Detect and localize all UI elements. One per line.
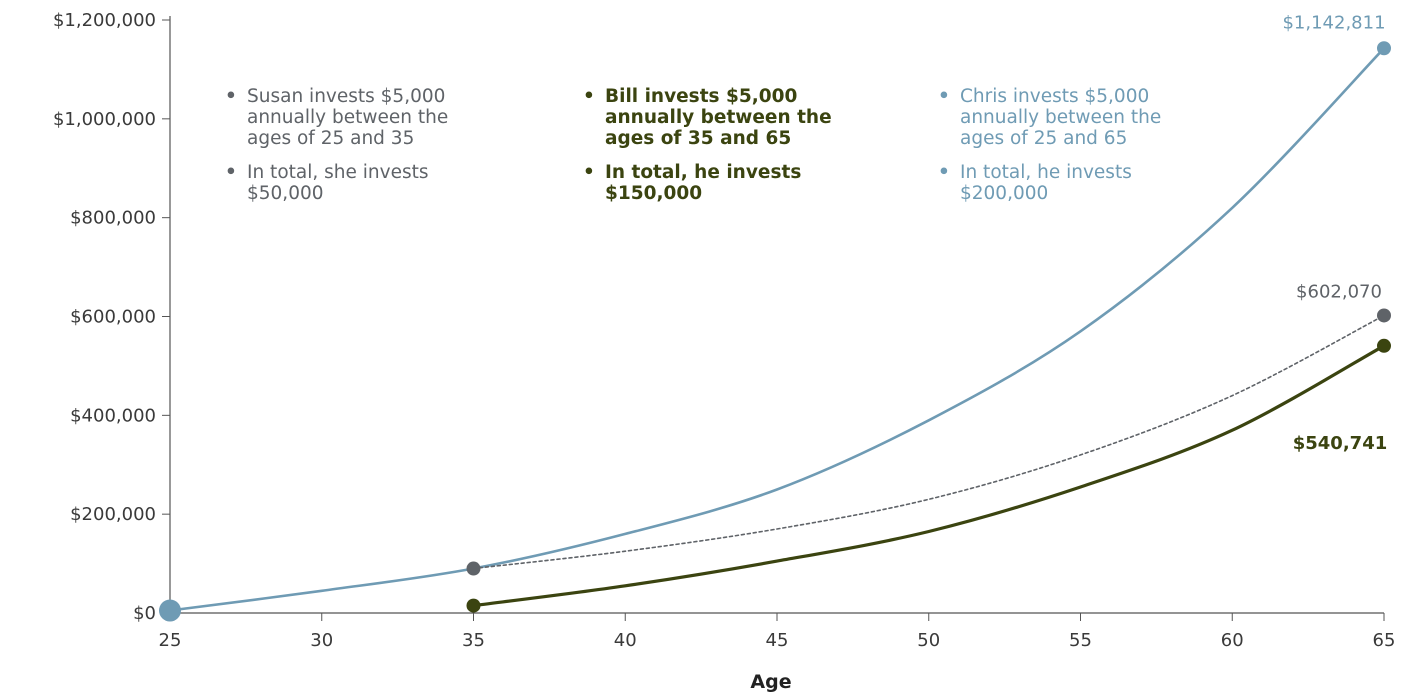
series-lines: $1,142,811 $602,070 $540,741: [159, 12, 1391, 622]
chris-end-point: [1377, 41, 1391, 56]
x-tick-label: 25: [159, 630, 182, 651]
susan-annotation-text: $50,000: [247, 183, 324, 204]
bill-annotation-text: ages of 35 and 65: [605, 128, 791, 149]
chris-annotation-text: annually between the: [960, 107, 1161, 128]
x-tick-label: 65: [1373, 630, 1396, 651]
susan-annotation-text: In total, she invests: [247, 162, 428, 183]
susan-annotation-bullet: •: [225, 162, 237, 183]
chris-annotation-bullet: •: [938, 86, 950, 107]
chris-annotation-bullet: •: [938, 162, 950, 183]
chris-annotation-text: Chris invests $5,000: [960, 86, 1149, 107]
susan-series-line: [472, 314, 1385, 570]
bill-end-point: [1377, 338, 1391, 353]
susan-end-point: [1377, 308, 1391, 323]
bill-annotation-text: Bill invests $5,000: [605, 86, 797, 107]
x-tick-label: 45: [766, 630, 789, 651]
bill-annotation-text: annually between the: [605, 107, 832, 128]
y-tick-label: $400,000: [70, 405, 156, 426]
bill-annotation-text: In total, he invests: [605, 162, 801, 183]
bill-end-label: $540,741: [1293, 433, 1388, 454]
x-tick-label: 30: [310, 630, 333, 651]
chris-start-point: [159, 599, 181, 622]
x-tick-label: 55: [1069, 630, 1092, 651]
x-tick-label: 40: [614, 630, 637, 651]
x-tick-label: 50: [917, 630, 940, 651]
x-tick-label: 35: [462, 630, 485, 651]
bill-annotation-text: $150,000: [605, 183, 702, 204]
susan-annotation-text: ages of 25 and 35: [247, 128, 414, 149]
y-tick-label: $1,000,000: [53, 109, 156, 130]
chris-annotation-text: ages of 25 and 65: [960, 128, 1127, 149]
chris-series-line: [168, 47, 1386, 612]
bill-start-point: [466, 598, 481, 613]
x-axis-title: Age: [750, 671, 791, 693]
axes: $0 $200,000 $400,000 $600,000 $800,000 $1,000…: [53, 10, 1396, 651]
chris-end-label: $1,142,811: [1282, 12, 1385, 33]
y-tick-label: $600,000: [70, 307, 156, 328]
bill-series-line: [471, 344, 1386, 608]
bill-annotation-bullet: •: [583, 162, 595, 183]
x-tick-label: 60: [1221, 630, 1244, 651]
y-tick-label: $1,200,000: [53, 10, 156, 31]
bill-annotation-bullet: •: [583, 86, 595, 107]
susan-annotation-bullet: •: [225, 86, 237, 107]
susan-annotation-text: Susan invests $5,000: [247, 86, 445, 107]
y-tick-label: $200,000: [70, 504, 156, 525]
susan-start-point: [466, 561, 481, 576]
susan-end-label: $602,070: [1296, 281, 1382, 302]
y-tick-label: $800,000: [70, 208, 156, 229]
susan-annotation-text: annually between the: [247, 107, 448, 128]
chris-annotation-text: In total, he invests: [960, 162, 1132, 183]
y-tick-label: $0: [133, 603, 156, 624]
chris-annotation-text: $200,000: [960, 183, 1048, 204]
